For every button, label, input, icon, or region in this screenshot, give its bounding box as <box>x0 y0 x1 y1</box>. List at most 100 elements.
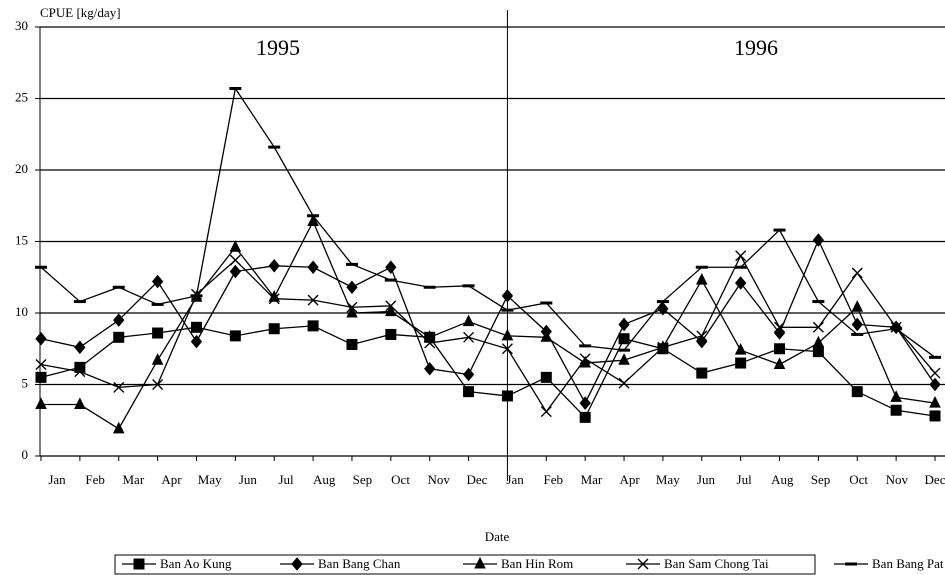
marker <box>774 343 786 355</box>
legend-label: Ban Hin Rom <box>501 556 573 571</box>
x-tick-label: Jan <box>506 472 524 487</box>
marker <box>152 327 164 339</box>
series-line <box>41 219 936 430</box>
marker <box>812 346 824 358</box>
legend-label: Ban Ao Kung <box>160 556 232 571</box>
marker <box>929 395 941 408</box>
marker <box>346 305 358 318</box>
marker <box>812 321 824 333</box>
marker <box>890 390 902 402</box>
marker <box>579 396 591 410</box>
marker <box>346 280 358 295</box>
marker <box>657 341 669 353</box>
marker <box>929 377 941 392</box>
marker <box>463 386 475 398</box>
marker <box>133 558 145 570</box>
marker <box>929 410 941 422</box>
marker <box>307 294 319 306</box>
marker <box>474 556 486 569</box>
marker <box>229 330 241 342</box>
marker <box>385 260 397 275</box>
marker <box>424 361 436 376</box>
legend-label: Ban Sam Chong Tai <box>664 556 769 571</box>
legend-label: Ban Bang Pat <box>872 556 944 571</box>
marker <box>637 558 649 570</box>
marker <box>579 411 591 423</box>
marker <box>151 274 164 289</box>
marker <box>501 390 513 402</box>
marker <box>113 313 125 327</box>
marker <box>929 367 941 379</box>
marker <box>423 330 436 342</box>
x-tick-label: Aug <box>771 472 794 487</box>
marker <box>734 343 747 355</box>
marker <box>190 334 203 349</box>
x-tick-label: Jul <box>737 472 753 487</box>
marker <box>268 259 280 273</box>
marker <box>774 321 786 333</box>
x-tick-label: Dec <box>925 472 945 487</box>
y-tick-label: 0 <box>22 447 29 462</box>
x-axis-label: Date <box>485 529 510 544</box>
annotation: 1995 <box>256 35 300 60</box>
marker <box>385 328 397 340</box>
marker <box>501 289 514 303</box>
marker <box>74 366 86 378</box>
marker <box>696 367 708 379</box>
series-line <box>40 86 936 358</box>
marker <box>851 300 864 312</box>
marker <box>424 337 436 349</box>
marker <box>190 321 202 333</box>
marker <box>152 379 164 390</box>
x-tick-label: Nov <box>428 472 451 487</box>
marker <box>307 214 319 226</box>
x-tick-label: Feb <box>544 472 564 487</box>
marker <box>35 397 47 410</box>
x-tick-label: Sep <box>353 472 373 487</box>
marker <box>463 331 475 343</box>
marker <box>268 323 280 335</box>
x-tick-label: Jun <box>697 472 716 487</box>
x-tick-label: Jul <box>278 472 294 487</box>
marker <box>618 353 630 365</box>
marker <box>346 301 358 313</box>
marker <box>346 338 358 350</box>
marker <box>579 353 591 365</box>
marker <box>735 357 747 369</box>
marker <box>695 272 708 285</box>
annotation: 1996 <box>734 35 778 60</box>
x-tick-label: Dec <box>466 472 487 487</box>
marker <box>851 317 863 332</box>
marker <box>618 333 630 345</box>
marker <box>501 343 513 355</box>
marker <box>851 386 863 398</box>
x-tick-label: Sep <box>811 472 831 487</box>
x-tick-label: Oct <box>391 472 410 487</box>
series-line <box>40 254 936 413</box>
y-axis-label: CPUE [kg/day] <box>40 5 121 20</box>
marker <box>890 404 902 416</box>
marker <box>540 406 552 418</box>
marker <box>773 357 786 369</box>
marker <box>618 317 630 332</box>
marker <box>501 328 514 341</box>
marker <box>812 335 825 348</box>
y-tick-label: 25 <box>15 89 28 104</box>
x-tick-label: Aug <box>313 472 336 487</box>
series-line <box>40 238 936 405</box>
marker <box>35 331 47 346</box>
marker <box>812 233 825 247</box>
x-tick-label: Mar <box>581 472 603 487</box>
x-tick-label: Nov <box>886 472 909 487</box>
legend-label: Ban Bang Chan <box>318 556 401 571</box>
marker <box>735 250 747 262</box>
marker <box>229 254 241 266</box>
x-tick-label: Jun <box>239 472 258 487</box>
marker <box>696 330 708 342</box>
legend-box <box>114 554 816 575</box>
marker <box>74 397 86 410</box>
marker <box>35 371 47 383</box>
y-tick-label: 20 <box>15 161 28 176</box>
